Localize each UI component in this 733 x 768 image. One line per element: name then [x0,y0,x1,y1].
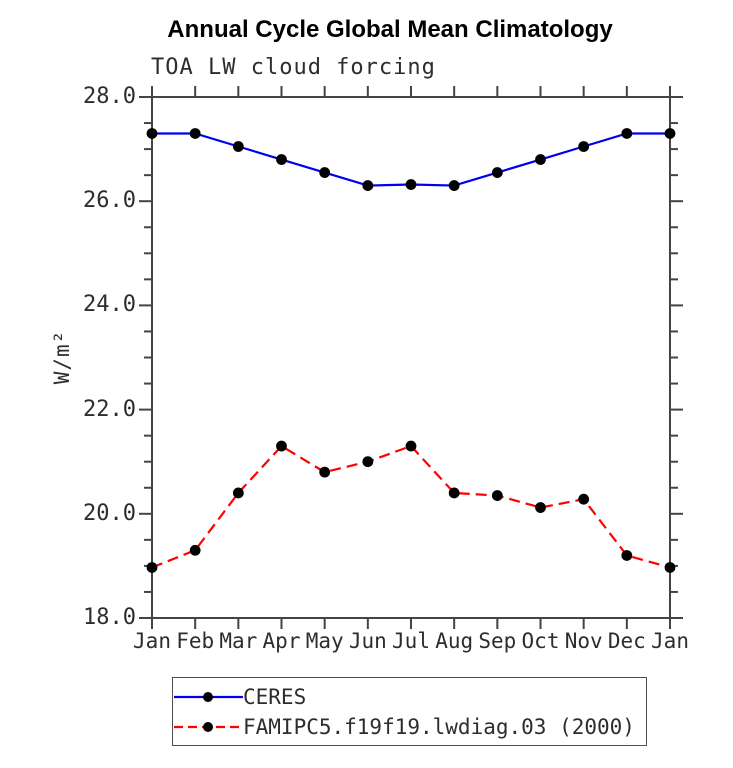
data-point [189,544,201,556]
data-point [319,167,331,178]
data-point [362,180,374,191]
data-point [448,487,460,499]
data-point [189,128,201,139]
data-point [232,141,244,152]
data-point [535,154,546,165]
data-point [535,502,546,513]
chart-title: Annual Cycle Global Mean Climatology [167,16,613,43]
series-line [152,132,670,187]
series-ceres [146,128,676,191]
data-point [621,550,633,561]
data-point [578,141,590,152]
data-point [621,128,633,139]
chart-subtitle: TOA LW cloud forcing [151,55,436,80]
legend-entry-model: FAMIPC5.f19f19.lwdiag.03 (2000) [174,712,646,742]
series-model [146,440,676,573]
ceres-line-sample [174,691,243,702]
series-line [151,444,671,569]
data-point [276,154,287,165]
data-point [362,456,374,468]
data-point [664,562,676,573]
data-point [146,128,158,139]
data-point [405,179,417,190]
data-point [578,493,590,505]
data-point [146,562,158,573]
data-point [319,466,331,478]
data-point [232,487,244,499]
data-point [448,180,460,191]
data-point [491,490,503,501]
model-line-sample [174,721,243,732]
data-point [664,128,676,139]
data-point [491,167,503,178]
legend-label-ceres: CERES [243,684,307,709]
axes-frame [139,86,683,629]
data-point [276,440,287,452]
legend: CERES FAMIPC5.f19f19.lwdiag.03 (2000) [172,677,647,746]
legend-label-model: FAMIPC5.f19f19.lwdiag.03 (2000) [243,714,635,739]
data-point [405,440,417,452]
legend-entry-ceres: CERES [174,682,646,712]
